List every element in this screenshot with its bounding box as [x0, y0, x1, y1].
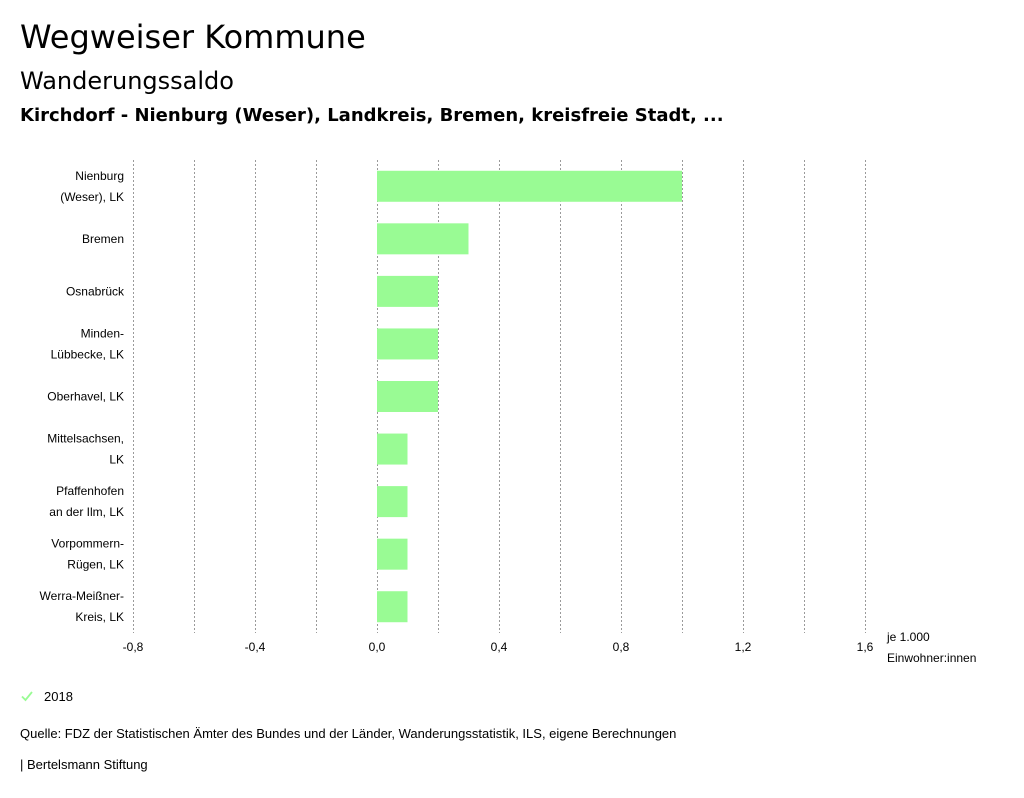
- category-label: Werra-Meißner-: [40, 589, 124, 603]
- x-axis-unit-label: je 1.000 Einwohner:innen: [886, 630, 976, 665]
- category-label: Oberhavel, LK: [47, 390, 124, 404]
- category-label: Lübbecke, LK: [51, 347, 124, 361]
- category-label: Pfaffenhofen: [56, 484, 124, 498]
- page-title: Wegweiser Kommune: [20, 18, 366, 56]
- x-tick-label: -0,8: [123, 640, 144, 654]
- category-label: Nienburg: [75, 169, 124, 183]
- category-label: Osnabrück: [66, 284, 125, 298]
- category-label: Rügen, LK: [67, 558, 124, 572]
- credit-link[interactable]: | Bertelsmann Stiftung: [20, 757, 148, 772]
- bar: [377, 170, 682, 202]
- bars: [377, 170, 682, 623]
- category-label: Mittelsachsen,: [47, 432, 124, 446]
- check-icon: [21, 691, 33, 702]
- bar: [377, 591, 408, 623]
- x-tick-label: -0,4: [245, 640, 266, 654]
- category-labels: Nienburg (Weser), LK Bremen Osnabrück Minden…: [40, 169, 125, 624]
- grid-lines: [133, 160, 866, 633]
- x-axis-label: je 1.000: [886, 630, 930, 644]
- category-label: Vorpommern-: [51, 537, 124, 551]
- bar-chart: Nienburg (Weser), LK Bremen Osnabrück Minden…: [40, 160, 976, 665]
- category-label: an der Ilm, LK: [49, 505, 124, 519]
- bar: [377, 538, 408, 570]
- bar: [377, 328, 438, 360]
- x-axis-label: Einwohner:innen: [887, 651, 976, 665]
- bar: [377, 223, 469, 255]
- category-label: Minden-: [81, 326, 124, 340]
- x-tick-label: 1,6: [857, 640, 874, 654]
- category-label: LK: [109, 453, 124, 467]
- bar: [377, 381, 438, 412]
- chart-subtitle: Wanderungssaldo: [20, 67, 234, 95]
- x-tick-label: 1,2: [735, 640, 752, 654]
- x-tick-label: 0,4: [491, 640, 508, 654]
- category-label: Bremen: [82, 232, 124, 246]
- category-label: Kreis, LK: [75, 610, 124, 624]
- bar: [377, 275, 438, 307]
- x-tick-label: 0,8: [613, 640, 630, 654]
- bar: [377, 433, 408, 465]
- legend-item-2018[interactable]: 2018: [20, 686, 73, 706]
- x-tick-labels: -0,8 -0,4 0,0 0,4 0,8 1,2 1,6: [123, 640, 874, 654]
- x-tick-label: 0,0: [369, 640, 386, 654]
- legend-label: 2018: [44, 688, 73, 704]
- region-selection[interactable]: Kirchdorf - Nienburg (Weser), Landkreis,…: [20, 105, 724, 126]
- bar: [377, 486, 408, 518]
- category-label: (Weser), LK: [60, 190, 124, 204]
- source-note: Quelle: FDZ der Statistischen Ämter des …: [20, 726, 677, 741]
